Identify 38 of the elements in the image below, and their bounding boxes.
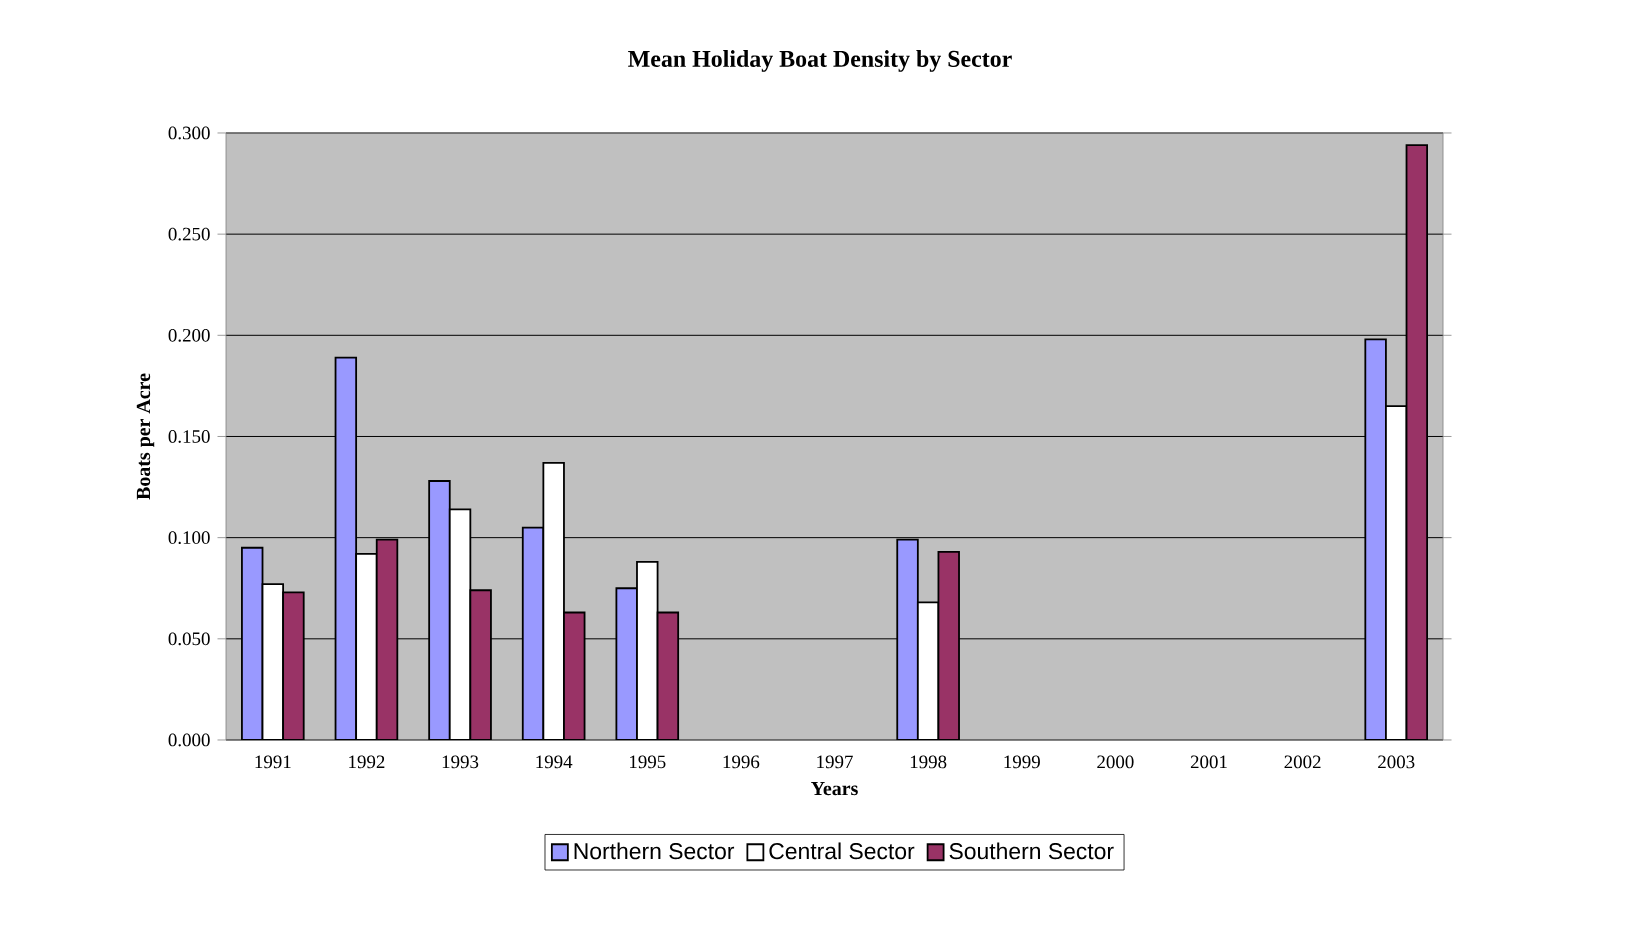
x-tick-label: 1991: [255, 755, 291, 769]
legend-label: Central Sector: [769, 842, 915, 860]
x-tick-label: 1993: [442, 755, 479, 769]
bar: [916, 601, 940, 740]
x-tick-label: 1994: [536, 755, 573, 769]
bar: [261, 583, 285, 740]
bar: [542, 461, 565, 740]
bar: [1385, 405, 1408, 740]
x-tick-label: 2000: [1097, 755, 1134, 769]
x-tick-label: 1997: [817, 755, 853, 769]
y-tick-label: 0.050: [168, 632, 210, 646]
bar: [428, 480, 451, 740]
bar: [1364, 338, 1387, 740]
x-tick-label: 1998: [910, 755, 947, 769]
legend-label: Southern Sector: [949, 842, 1114, 860]
y-tick-label: 0.000: [168, 733, 210, 747]
bar: [334, 356, 358, 740]
y-tick-label: 0.300: [168, 126, 210, 140]
y-tick-label: 0.200: [168, 328, 210, 342]
y-tick-label: 0.150: [168, 430, 210, 443]
x-axis-title: Years: [811, 781, 858, 796]
y-axis-title: Boats per Acre: [136, 373, 155, 500]
x-tick-label: 2003: [1378, 755, 1415, 769]
bar: [896, 538, 919, 740]
legend-label: Northern Sector: [574, 842, 735, 860]
y-tick-label: 0.100: [168, 531, 210, 545]
x-tick-label: 1999: [1004, 755, 1040, 769]
bar: [615, 587, 638, 740]
bar: [355, 552, 378, 740]
x-tick-label: 2001: [1190, 755, 1227, 769]
y-tick-label: 0.250: [168, 227, 210, 241]
x-tick-label: 1992: [349, 755, 385, 769]
bar: [636, 561, 659, 740]
bar: [241, 546, 264, 740]
x-tick-label: 1996: [723, 755, 760, 769]
x-tick-label: 1995: [630, 755, 666, 769]
x-tick-label: 2002: [1284, 755, 1321, 769]
chart-title: Mean Holiday Boat Density by Sector: [628, 50, 1012, 72]
